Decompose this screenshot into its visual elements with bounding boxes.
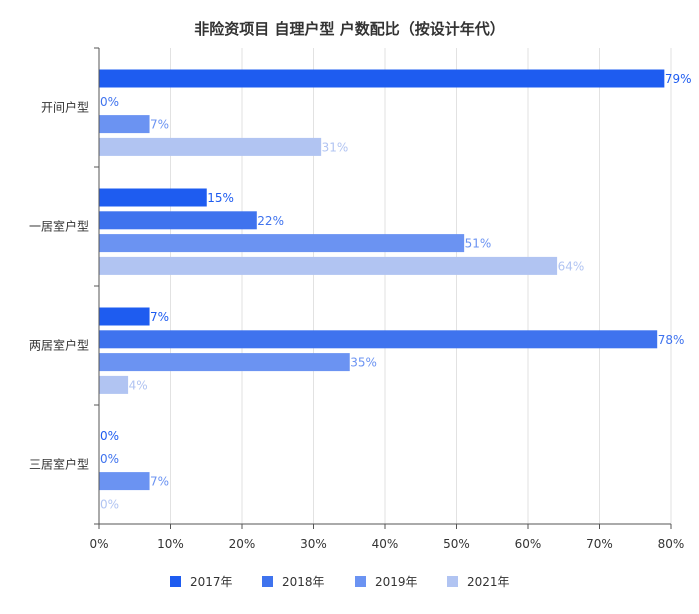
data-label: 7% [150, 475, 169, 489]
bar [99, 115, 150, 134]
bar [99, 234, 465, 253]
data-label: 15% [207, 191, 234, 205]
data-label: 31% [322, 140, 349, 154]
legend-swatch [170, 576, 181, 587]
category-label: 两居室户型 [29, 338, 89, 353]
bar [99, 188, 207, 207]
legend-swatch [447, 576, 458, 587]
data-label: 35% [350, 356, 377, 370]
x-tick-label: 70% [586, 537, 613, 551]
data-label: 78% [658, 333, 685, 347]
x-tick-label: 0% [89, 537, 108, 551]
data-label: 22% [257, 214, 284, 228]
data-label: 0% [100, 95, 119, 109]
data-label: 0% [100, 429, 119, 443]
chart-title: 非险资项目 自理户型 户数配比（按设计年代） [194, 20, 505, 38]
category-label: 三居室户型 [29, 457, 89, 472]
legend-label: 2021年 [467, 575, 510, 589]
x-tick-label: 80% [658, 537, 685, 551]
x-tick-label: 40% [372, 537, 399, 551]
bar [99, 69, 665, 88]
x-tick-label: 20% [229, 537, 256, 551]
bar [99, 330, 658, 349]
legend-label: 2019年 [375, 575, 418, 589]
data-label: 51% [465, 237, 492, 251]
data-label: 0% [100, 452, 119, 466]
x-tick-label: 50% [443, 537, 470, 551]
data-label: 7% [150, 310, 169, 324]
data-label: 79% [665, 72, 692, 86]
x-tick-label: 60% [515, 537, 542, 551]
bar [99, 353, 350, 372]
legend-swatch [355, 576, 366, 587]
legend-label: 2017年 [190, 575, 233, 589]
x-tick-label: 30% [300, 537, 327, 551]
bar [99, 211, 257, 230]
bar [99, 307, 150, 326]
data-label: 0% [100, 497, 119, 511]
category-label: 开间户型 [41, 100, 89, 115]
data-label: 4% [129, 378, 148, 392]
data-label: 7% [150, 118, 169, 132]
category-label: 一居室户型 [29, 219, 89, 234]
bar [99, 375, 129, 394]
x-tick-label: 10% [157, 537, 184, 551]
data-label: 64% [558, 259, 585, 273]
legend-swatch [262, 576, 273, 587]
bar [99, 472, 150, 491]
bar [99, 137, 322, 156]
bar [99, 256, 558, 275]
legend-label: 2018年 [282, 575, 325, 589]
